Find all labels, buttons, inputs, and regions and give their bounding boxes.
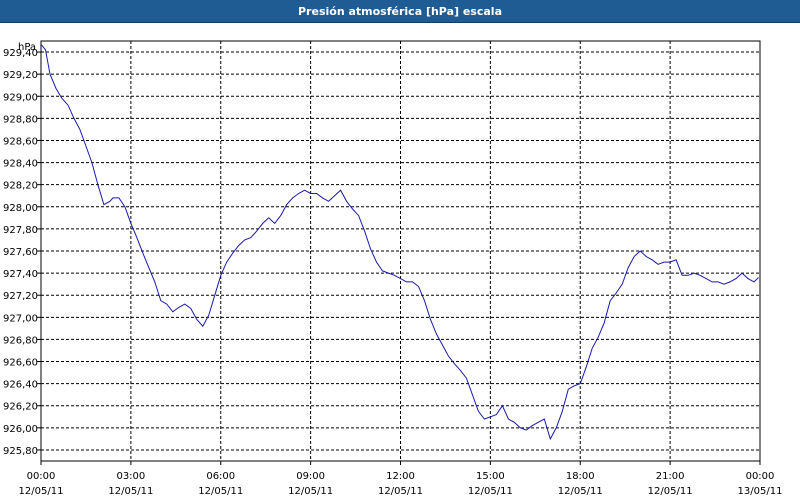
x-tick-time-label: 21:00: [656, 471, 685, 482]
pressure-series-line: [40, 43, 759, 441]
x-tick-date-label: 12/05/11: [378, 486, 423, 497]
y-tick-label: 928,40: [3, 159, 38, 170]
x-tick-time-label: 00:00: [27, 471, 56, 482]
y-tick-label: 925,80: [3, 446, 38, 457]
y-tick-label: 928,80: [3, 114, 38, 125]
y-tick-label: 927,20: [3, 291, 38, 302]
x-tick-time-label: 18:00: [566, 471, 595, 482]
x-tick-time-label: 00:00: [746, 471, 775, 482]
y-tick-label: 927,60: [3, 247, 38, 258]
y-tick-label: 926,80: [3, 335, 38, 346]
y-tick-label: 926,00: [3, 424, 38, 435]
x-tick-date-label: 12/05/11: [288, 486, 333, 497]
x-tick-time-label: 03:00: [116, 471, 145, 482]
y-tick-label: 929,20: [3, 70, 38, 81]
x-tick-time-label: 06:00: [206, 471, 235, 482]
y-tick-label: 927,00: [3, 313, 38, 324]
y-tick-label: 928,60: [3, 136, 38, 147]
y-axis-label: hPa: [18, 42, 36, 53]
x-tick-date-label: 12/05/11: [468, 486, 513, 497]
y-tick-label: 929,00: [3, 92, 38, 103]
x-tick-date-label: 12/05/11: [558, 486, 603, 497]
y-tick-label: 926,20: [3, 402, 38, 413]
x-tick-time-label: 12:00: [386, 471, 415, 482]
chart-title: Presión atmosférica [hPa] escala: [298, 4, 502, 18]
x-axis: 00:00 12/05/11 03:00 12/05/11 06:00 12/05/11 0…: [19, 461, 783, 497]
y-tick-label: 926,40: [3, 380, 38, 391]
x-tick-date-label: 13/05/11: [738, 486, 783, 497]
y-tick-label: 929,40: [3, 48, 38, 59]
grid-lines: [41, 41, 760, 461]
y-tick-label: 928,00: [3, 203, 38, 214]
y-tick-label: 927,40: [3, 269, 38, 280]
y-tick-label: 927,80: [3, 225, 38, 236]
chart-title-bar: Presión atmosférica [hPa] escala: [0, 0, 800, 23]
x-tick-date-label: 12/05/11: [108, 486, 153, 497]
x-tick-time-label: 15:00: [476, 471, 505, 482]
y-axis: 929,40 929,20 929,00 928,80 928,60 928,40 928,…: [3, 48, 41, 457]
x-tick-date-label: 12/05/11: [648, 486, 693, 497]
y-tick-label: 926,60: [3, 358, 38, 369]
x-tick-date-label: 12/05/11: [19, 486, 64, 497]
x-tick-time-label: 09:00: [296, 471, 325, 482]
x-tick-date-label: 12/05/11: [198, 486, 243, 497]
y-tick-label: 928,20: [3, 181, 38, 192]
